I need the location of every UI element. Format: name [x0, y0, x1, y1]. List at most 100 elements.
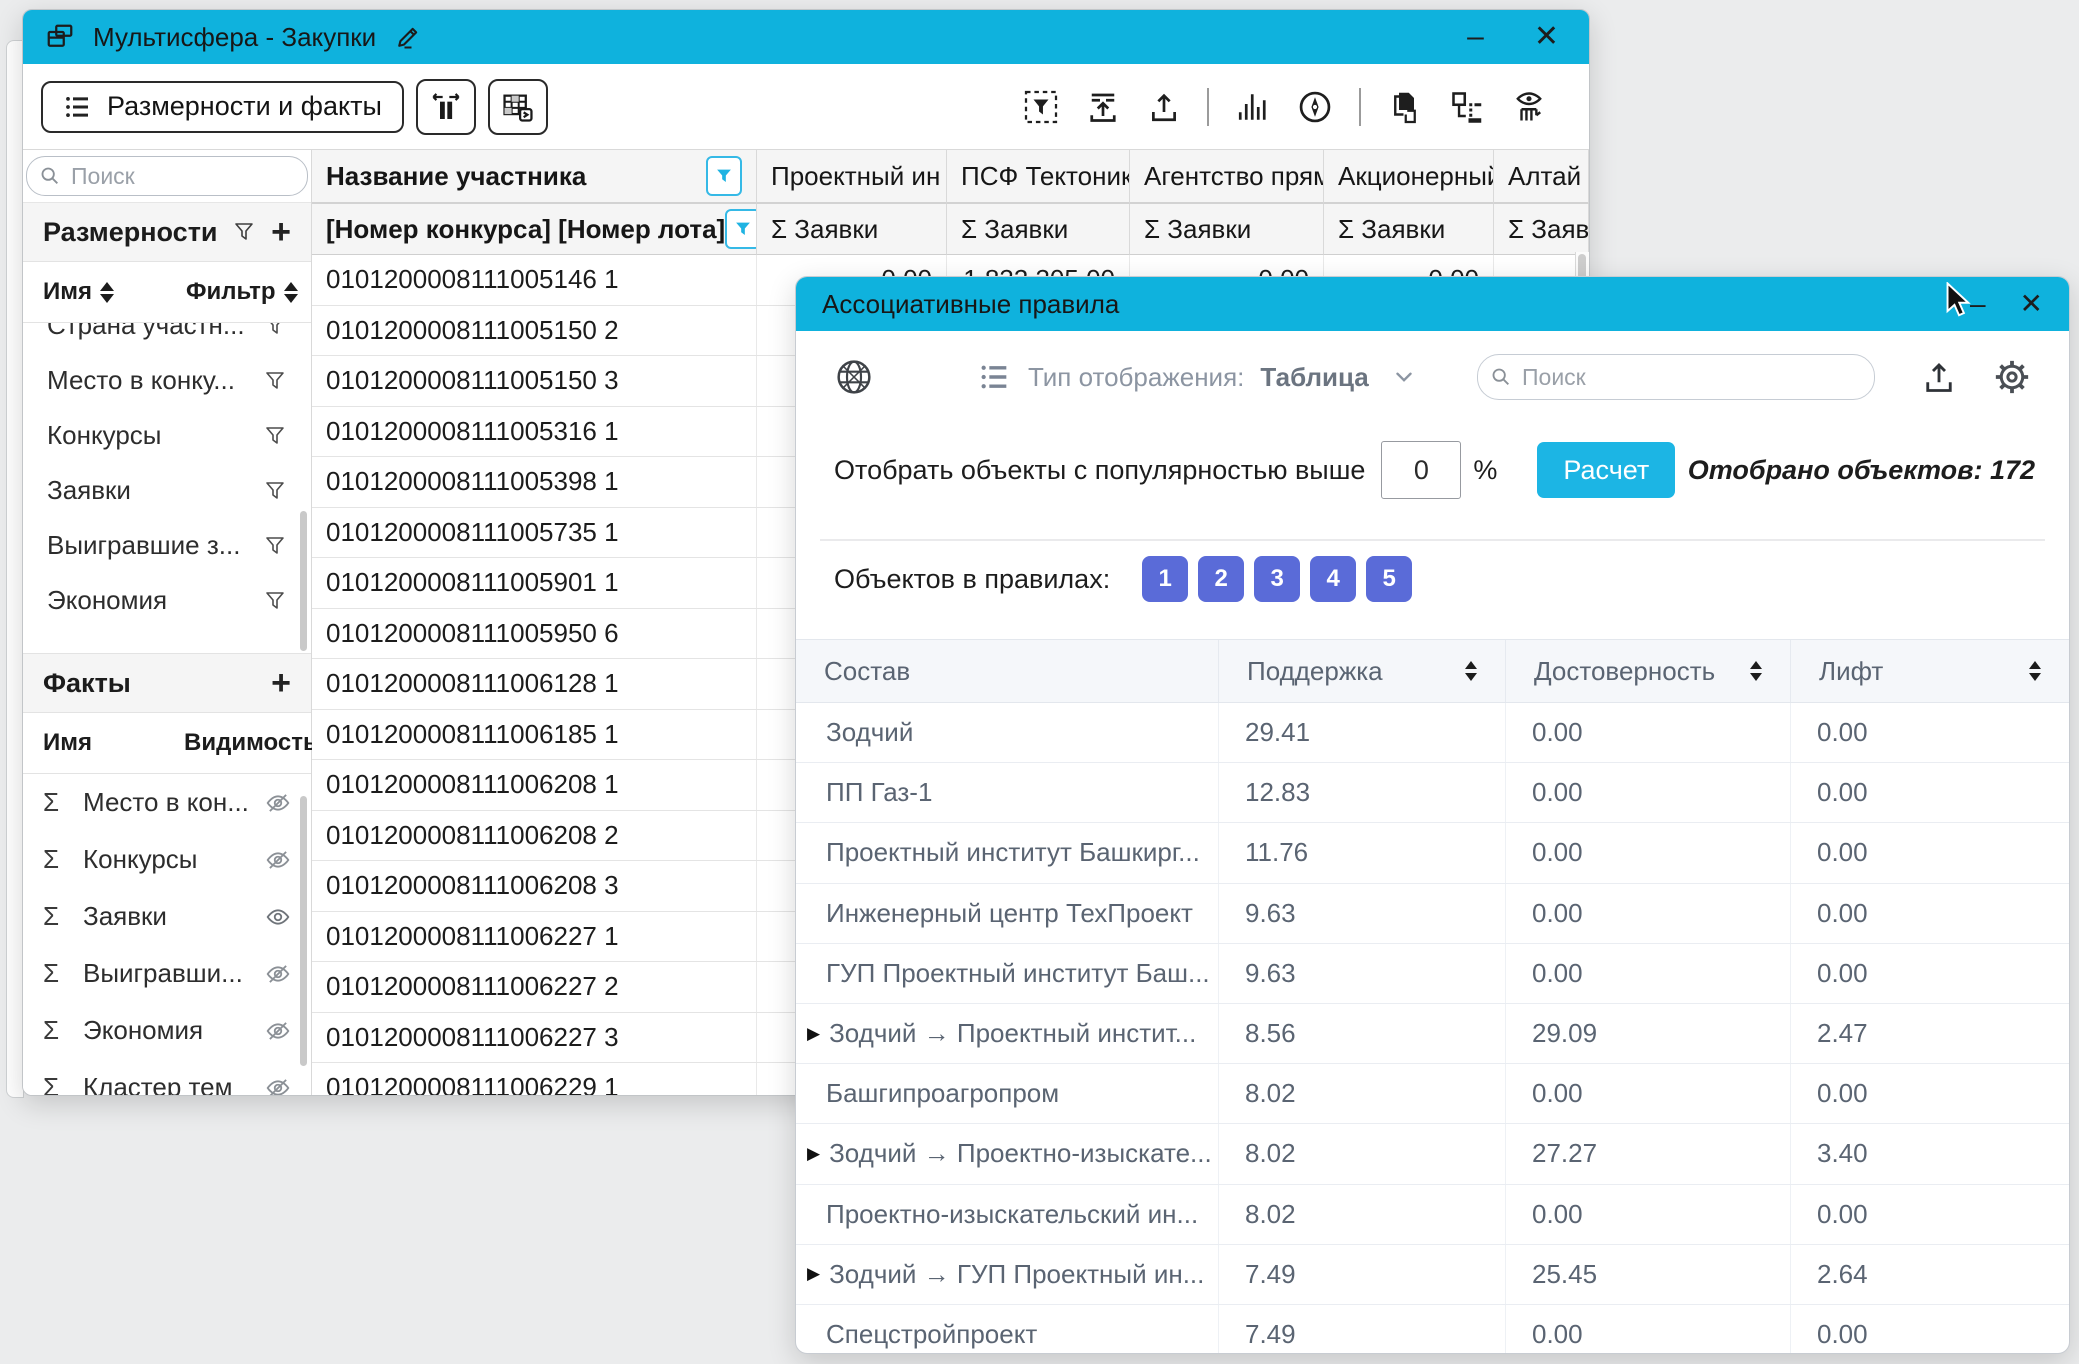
table-row[interactable]: 0101200008111006208 2	[312, 810, 1589, 861]
chart-icon[interactable]	[1235, 89, 1271, 125]
dialog-search-input[interactable]	[1477, 354, 1875, 400]
rule-size-button-5[interactable]: 5	[1366, 556, 1413, 602]
funnel-icon[interactable]	[263, 589, 287, 613]
rule-row[interactable]: ▶ Зодчий → Проектный инстит... 8.56 29.0…	[796, 1003, 2069, 1065]
rule-row[interactable]: Инженерный центр ТехПроект 9.63 0.00 0.0…	[796, 883, 2069, 944]
dimension-item[interactable]: Конкурсы	[23, 408, 311, 463]
export-icon[interactable]	[1921, 359, 1957, 395]
eye-off-icon[interactable]	[265, 961, 291, 987]
export-icon[interactable]	[1147, 90, 1181, 124]
dimension-item[interactable]: Выигравшие з...	[23, 518, 311, 573]
sidebar-search-input[interactable]	[26, 156, 308, 196]
table-view-button[interactable]	[487, 78, 548, 135]
col-confidence[interactable]: Достоверность	[1506, 640, 1791, 702]
col-composition[interactable]: Состав	[796, 640, 1219, 702]
rule-row[interactable]: Проектно-изыскательский ин... 8.02 0.00 …	[796, 1184, 2069, 1245]
expand-arrow-icon[interactable]: ▶	[807, 1143, 821, 1163]
dialog-search-field[interactable]	[1520, 362, 1862, 392]
fact-item[interactable]: Σ Кластер тем	[23, 1059, 311, 1095]
rename-pencil-icon[interactable]	[394, 23, 422, 51]
dimension-item[interactable]: Экономия	[23, 573, 311, 628]
funnel-icon[interactable]	[263, 424, 287, 448]
rule-size-button-4[interactable]: 4	[1310, 556, 1357, 602]
import-icon[interactable]	[1085, 89, 1121, 125]
close-button[interactable]: ✕	[1533, 20, 1559, 53]
dimensions-facts-button[interactable]: Размерности и факты	[41, 80, 404, 133]
sort-icon[interactable]	[1750, 661, 1762, 681]
sort-icon[interactable]	[1465, 661, 1477, 681]
sort-icon[interactable]	[2029, 661, 2041, 681]
sidebar-search-field[interactable]	[69, 161, 295, 191]
rule-row[interactable]: ПП Газ-1 12.83 0.00 0.00	[796, 763, 2069, 824]
compass-icon[interactable]	[1297, 89, 1333, 125]
sort-icon[interactable]	[283, 281, 298, 303]
column-header[interactable]: Агентство прям	[1130, 150, 1324, 204]
funnel-icon[interactable]	[263, 479, 287, 503]
fact-item[interactable]: Σ Выигравши...	[23, 945, 311, 1002]
rule-row[interactable]: ▶ Зодчий → ГУП Проектный ин... 7.49 25.4…	[796, 1244, 2069, 1305]
dimension-item[interactable]: Страна участн...	[23, 323, 311, 353]
dim-col-filter[interactable]: Фильтр	[186, 278, 276, 305]
add-dimension-button[interactable]: +	[271, 213, 291, 251]
corner-subheader[interactable]: [Номер конкурса] [Номер лота]	[312, 204, 757, 255]
measure-header[interactable]: Σ Заявки	[1494, 204, 1589, 255]
display-type-dropdown[interactable]: Тип отображения: Таблица	[978, 360, 1417, 394]
fact-item[interactable]: Σ Заявки	[23, 888, 311, 945]
column-header[interactable]: ПСФ Тектоника	[947, 150, 1130, 204]
calculate-button[interactable]: Расчет	[1537, 442, 1676, 498]
popularity-input[interactable]	[1381, 441, 1462, 499]
expand-arrow-icon[interactable]: ▶	[807, 1264, 821, 1284]
eye-off-icon[interactable]	[265, 847, 291, 873]
eye-hand-icon[interactable]	[1511, 89, 1547, 125]
sort-icon[interactable]	[100, 281, 115, 303]
copy-icon[interactable]	[1387, 89, 1423, 125]
rule-row[interactable]: Спецстройпроект 7.49 0.00 0.00	[796, 1304, 2069, 1353]
measure-header[interactable]: Σ Заявки	[757, 204, 947, 255]
expand-arrow-icon[interactable]: ▶	[807, 1023, 821, 1043]
fact-list-scrollbar[interactable]	[300, 796, 307, 1066]
eye-off-icon[interactable]	[265, 1075, 291, 1096]
rule-size-button-3[interactable]: 3	[1254, 556, 1301, 602]
measure-header[interactable]: Σ Заявки	[947, 204, 1130, 255]
column-header[interactable]: Проектный ин	[757, 150, 947, 204]
rule-row[interactable]: Проектный институт Башкирг... 11.76 0.00…	[796, 823, 2069, 884]
column-header[interactable]: Алтай	[1494, 150, 1589, 204]
fact-item[interactable]: Σ Место в кон...	[23, 774, 311, 831]
fact-col-visibility[interactable]: Видимость	[184, 729, 318, 756]
corner-header[interactable]: Название участника	[312, 150, 757, 204]
rule-row[interactable]: ГУП Проектный институт Баш... 9.63 0.00 …	[796, 943, 2069, 1004]
col-support[interactable]: Поддержка	[1219, 640, 1506, 702]
fact-item[interactable]: Σ Конкурсы	[23, 831, 311, 888]
minimize-button[interactable]: –	[1467, 20, 1484, 53]
funnel-icon[interactable]	[263, 534, 287, 558]
filter-icon[interactable]	[725, 209, 756, 249]
funnel-icon[interactable]	[263, 369, 287, 393]
dialog-close-button[interactable]: ✕	[2019, 288, 2043, 319]
funnel-icon[interactable]	[232, 220, 256, 244]
column-width-button[interactable]	[415, 78, 476, 135]
measure-header[interactable]: Σ Заявки	[1130, 204, 1324, 255]
structure-icon[interactable]	[1449, 89, 1485, 125]
rule-row[interactable]: Башгипроагропром 8.02 0.00 0.00	[796, 1064, 2069, 1125]
rule-row[interactable]: ▶ Зодчий → Проектно-изыскате... 8.02 27.…	[796, 1124, 2069, 1185]
dimension-item[interactable]: Заявки	[23, 463, 311, 518]
rule-row[interactable]: Зодчий 29.41 0.00 0.00	[796, 703, 2069, 764]
eye-off-icon[interactable]	[265, 1018, 291, 1044]
rule-size-button-1[interactable]: 1	[1142, 556, 1189, 602]
dimension-list-scrollbar[interactable]	[300, 511, 307, 651]
fact-item[interactable]: Σ Экономия	[23, 1002, 311, 1059]
filter-icon[interactable]	[706, 156, 742, 196]
rule-size-button-2[interactable]: 2	[1198, 556, 1245, 602]
dim-col-name[interactable]: Имя	[43, 278, 93, 305]
measure-header[interactable]: Σ Заявки	[1324, 204, 1494, 255]
column-header[interactable]: Акционерный	[1324, 150, 1494, 204]
dimension-item[interactable]: Место в конку...	[23, 353, 311, 408]
globe-icon[interactable]	[834, 357, 874, 397]
fact-col-name[interactable]: Имя	[43, 729, 93, 756]
col-lift[interactable]: Лифт	[1791, 640, 2069, 702]
gear-icon[interactable]	[1993, 358, 2031, 396]
dialog-minimize-button[interactable]: –	[1969, 288, 1986, 319]
funnel-icon[interactable]	[263, 323, 287, 338]
eye-icon[interactable]	[265, 904, 291, 930]
add-fact-button[interactable]: +	[271, 664, 291, 702]
